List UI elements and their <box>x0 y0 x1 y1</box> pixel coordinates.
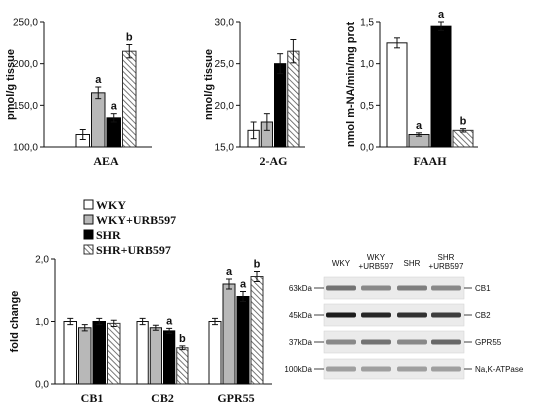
x-category-label: CB2 <box>151 391 174 405</box>
x-category-label: GPR55 <box>217 391 254 405</box>
x-category-label: CB1 <box>81 391 104 405</box>
blot-band <box>326 312 356 318</box>
lane-label: SHR +URB597 <box>429 253 464 271</box>
legend-swatch <box>83 214 94 225</box>
blot-band <box>361 312 391 318</box>
marker-label: 45kDa <box>289 311 313 320</box>
blot-band <box>326 366 356 372</box>
blot-band <box>397 312 427 318</box>
western-blot: WKY WKY +URB597 SHR SHR +URB597 63kDa CB1 45kDa C… <box>284 253 524 380</box>
significance-label: a <box>166 315 173 327</box>
blot-band <box>326 339 356 345</box>
x-category-label: 2-AG <box>260 154 288 168</box>
bar-shr-cb1 <box>92 321 106 385</box>
y-tick-label: 2,0 <box>35 255 49 266</box>
y-axis-label: fold change <box>9 291 21 353</box>
band-label: CB1 <box>475 284 491 293</box>
blot-band <box>431 339 461 345</box>
significance-label: b <box>126 32 133 44</box>
y-axis-label: nmol/g tissue <box>203 49 215 120</box>
bar-wky-urb597-cb2 <box>149 327 162 385</box>
significance-label: a <box>416 120 423 132</box>
bar-shr-2-ag <box>274 63 287 148</box>
bar-shr-urb597-gpr55 <box>250 276 264 385</box>
y-tick-label: 25,0 <box>215 59 235 70</box>
blot-band <box>431 366 461 372</box>
significance-label: b <box>254 259 261 271</box>
significance-label: a <box>226 266 233 278</box>
chart-panel-1: 100,0 150,0 200,0 250,0 pmol/g tissue a a b AEA <box>5 18 152 168</box>
y-tick-label: 150,0 <box>13 101 38 112</box>
bar-shr-gpr55 <box>236 296 250 385</box>
blot-band <box>397 339 427 345</box>
y-tick-label: 30,0 <box>215 18 235 29</box>
marker-label: 37kDa <box>289 338 313 347</box>
y-axis-label: nmol m-NA/min/mg prot <box>345 22 357 148</box>
bar-shr-urb597-2-ag <box>287 50 300 148</box>
bar-wky-cb2 <box>136 321 149 385</box>
x-category-label: AEA <box>93 154 119 168</box>
bar-wky-gpr55 <box>208 321 222 385</box>
y-tick-label: 15,0 <box>215 143 235 154</box>
legend-label: SHR <box>96 228 121 242</box>
y-tick-label: 0,0 <box>35 380 49 391</box>
legend-label: SHR+URB597 <box>96 243 171 257</box>
bar-wky-urb597-aea <box>91 92 106 148</box>
legend-label: WKY+URB597 <box>96 213 176 227</box>
y-tick-label: 1,0 <box>35 317 49 328</box>
significance-label: a <box>438 9 445 21</box>
blot-band <box>361 285 391 291</box>
band-label: Na,K-ATPase <box>475 365 524 374</box>
blot-band <box>431 285 461 291</box>
lane-label: WKY <box>332 259 351 268</box>
band-label: GPR55 <box>475 338 502 347</box>
blot-band <box>431 312 461 318</box>
band-label: CB2 <box>475 311 491 320</box>
legend-swatch <box>83 229 94 240</box>
y-axis-label: pmol/g tissue <box>5 49 17 120</box>
y-tick-label: 0,5 <box>360 101 374 112</box>
lane-label: SHR <box>404 259 421 268</box>
significance-label: b <box>179 333 186 345</box>
significance-label: a <box>240 279 247 291</box>
lane-label: WKY +URB597 <box>359 253 394 271</box>
bar-shr-urb597-faah <box>452 129 474 148</box>
chart-panel-2: 15,0 20,0 25,0 30,0 nmol/g tissue 2-AG <box>203 18 305 168</box>
significance-label: b <box>460 116 467 128</box>
y-tick-label: 0,0 <box>360 143 374 154</box>
significance-label: a <box>95 74 102 86</box>
y-tick-label: 1,0 <box>360 59 374 70</box>
blot-band <box>361 339 391 345</box>
y-tick-label: 1,5 <box>360 18 374 29</box>
significance-label: a <box>111 101 118 113</box>
bar-shr-cb2 <box>163 330 176 385</box>
bar-wky-cb1 <box>63 321 77 385</box>
bar-wky-urb597-cb1 <box>78 327 92 385</box>
bar-wky-urb597-gpr55 <box>222 283 236 385</box>
marker-label: 100kDa <box>284 365 312 374</box>
legend-swatch <box>83 244 94 255</box>
blot-band <box>397 285 427 291</box>
y-tick-label: 200,0 <box>13 59 38 70</box>
legend-label: WKY <box>96 198 126 212</box>
bar-shr-faah <box>430 25 452 148</box>
bar-shr-urb597-aea <box>122 50 137 148</box>
blot-band <box>361 366 391 372</box>
marker-label: 63kDa <box>289 284 313 293</box>
y-tick-label: 100,0 <box>13 143 38 154</box>
bar-shr-urb597-cb2 <box>176 347 189 385</box>
bar-wky-faah <box>386 42 408 148</box>
blot-band <box>397 366 427 372</box>
blot-band <box>326 285 356 291</box>
legend-swatch <box>83 199 94 210</box>
y-tick-label: 250,0 <box>13 18 38 29</box>
x-category-label: FAAH <box>413 154 447 168</box>
y-tick-label: 20,0 <box>215 101 235 112</box>
bar-shr-urb597-cb1 <box>107 322 121 385</box>
